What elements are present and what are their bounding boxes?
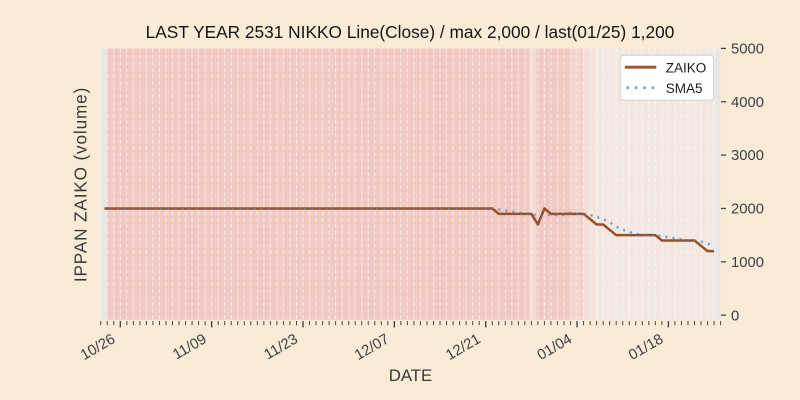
svg-text:4000: 4000 <box>731 95 764 111</box>
svg-text:ZAIKO: ZAIKO <box>666 60 707 75</box>
svg-text:0: 0 <box>731 308 739 324</box>
svg-text:5000: 5000 <box>731 42 764 58</box>
svg-text:DATE: DATE <box>389 366 433 385</box>
svg-text:1000: 1000 <box>731 255 764 271</box>
svg-text:2000: 2000 <box>731 202 764 218</box>
svg-text:IPPAN ZAIKO (volume): IPPAN ZAIKO (volume) <box>71 87 91 282</box>
svg-text:SMA5: SMA5 <box>666 81 703 96</box>
svg-text:LAST YEAR 2531 NIKKO Line(Clos: LAST YEAR 2531 NIKKO Line(Close) / max 2… <box>146 22 675 42</box>
svg-text:3000: 3000 <box>731 148 764 164</box>
